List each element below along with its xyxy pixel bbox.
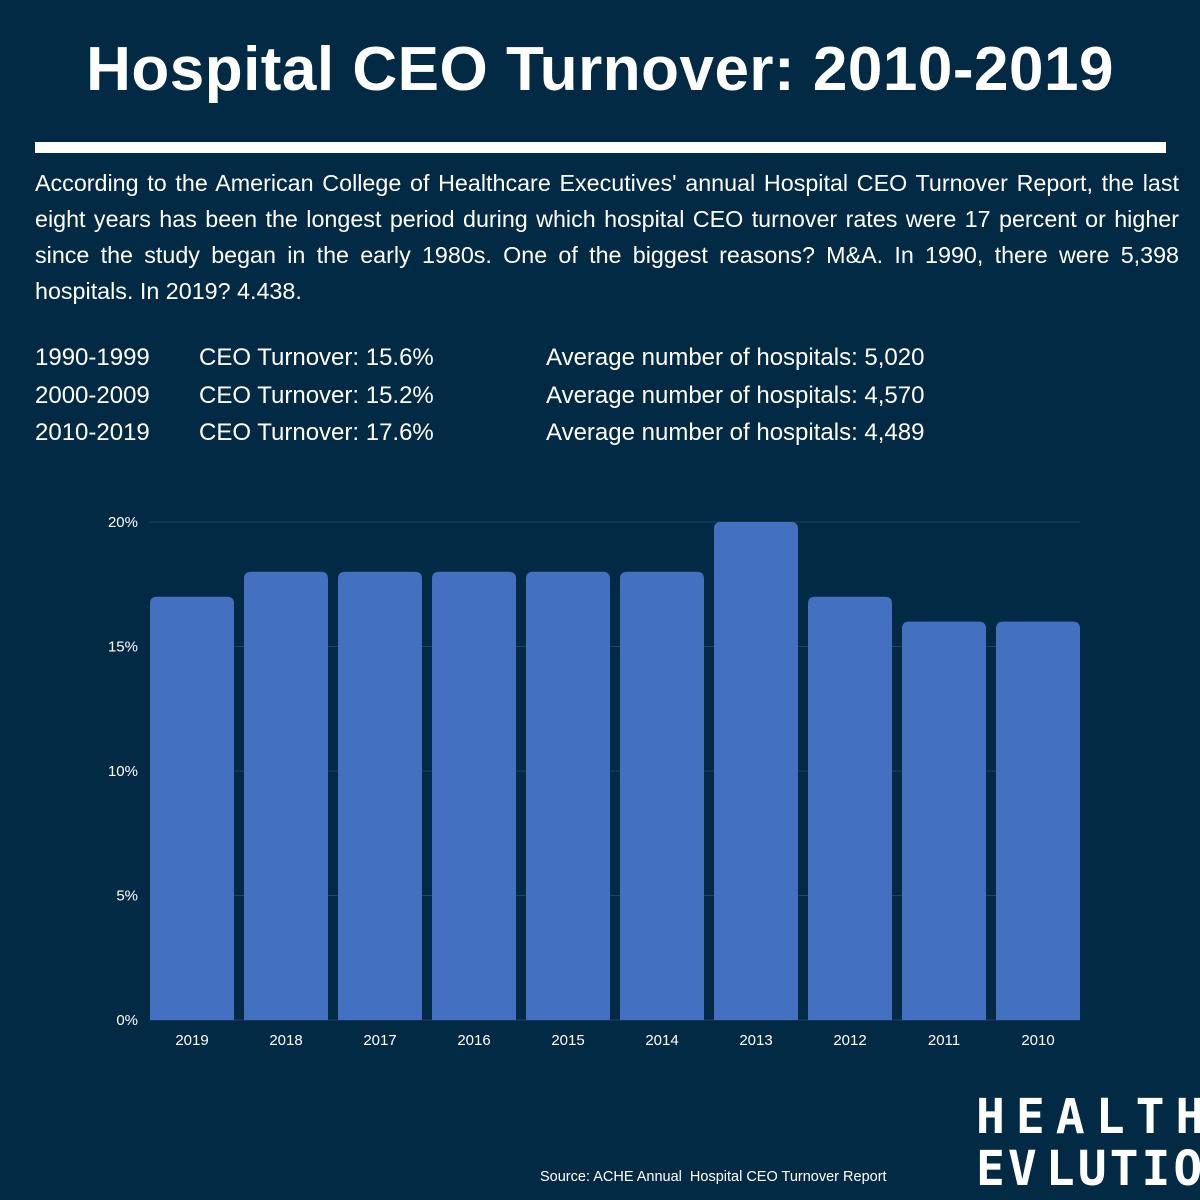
bar-2019 (150, 596, 234, 1020)
intro-paragraph: According to the American College of Hea… (35, 170, 1179, 304)
stat-hospitals: Average number of hospitals: 5,020 (546, 344, 925, 371)
health-evolution-logo: HEALTH EV LUTION (976, 1088, 1200, 1198)
x-tick-label: 2017 (363, 1032, 396, 1049)
chart-x-axis: 2019 2018 2017 2016 2015 2014 2013 2012 2011 2010 (175, 1032, 1054, 1049)
source-note: Source: ACHE Annual Hospital CEO Turnove… (540, 1169, 887, 1185)
y-tick-label: 20% (108, 514, 138, 531)
x-tick-label: 2014 (645, 1032, 678, 1049)
stat-row-1990s: 1990-1999 CEO Turnover: 15.6% Average nu… (35, 339, 1135, 377)
page-title: Hospital CEO Turnover: 2010-2019 (86, 35, 1114, 104)
logo-line-2-right: LUTION (1045, 1141, 1200, 1197)
stat-hospitals: Average number of hospitals: 4,489 (546, 419, 925, 446)
x-tick-label: 2019 (175, 1032, 208, 1049)
x-tick-label: 2011 (928, 1032, 960, 1049)
stat-row-2000s: 2000-2009 CEO Turnover: 15.2% Average nu… (35, 377, 1135, 415)
bar-2016 (432, 571, 516, 1020)
x-tick-label: 2010 (1021, 1032, 1054, 1049)
stat-period: 2000-2009 (35, 381, 150, 409)
turnover-bar-chart: 0%5%10%15%20% 2019 2018 2017 2016 2015 2014 20… (108, 514, 1080, 1049)
bar-2014 (620, 571, 704, 1020)
chart-y-axis: 0% 5% 10% 15% 20% (108, 514, 138, 1029)
stat-turnover: CEO Turnover: 17.6% (199, 419, 434, 446)
stat-turnover: CEO Turnover: 15.6% (199, 344, 434, 371)
logo-line-1: HEALTH (976, 1089, 1200, 1145)
y-tick-label: 5% (116, 888, 138, 905)
bar-2012 (808, 596, 892, 1020)
bar-2015 (526, 571, 610, 1020)
y-tick-label: 10% (108, 763, 138, 780)
bar-2013 (714, 522, 798, 1020)
bar-2011 (902, 621, 986, 1020)
stat-row-2010s: 2010-2019 CEO Turnover: 17.6% Average nu… (35, 414, 1135, 452)
x-tick-label: 2018 (269, 1032, 302, 1049)
x-tick-label: 2016 (457, 1032, 490, 1049)
x-tick-label: 2015 (551, 1032, 584, 1049)
y-tick-label: 15% (108, 639, 138, 656)
y-tick-label: 0% (116, 1012, 138, 1029)
x-tick-label: 2012 (833, 1032, 866, 1049)
x-tick-label: 2013 (739, 1032, 772, 1049)
logo-line-2: EV LUTION (976, 1141, 1200, 1197)
bar-2010 (996, 621, 1080, 1020)
bar-2017 (338, 571, 422, 1020)
logo-line-2-left: EV (976, 1141, 1040, 1197)
stat-period: 1990-1999 (35, 344, 150, 371)
stat-turnover: CEO Turnover: 15.2% (199, 381, 434, 409)
bar-2018 (244, 571, 328, 1020)
stat-hospitals: Average number of hospitals: 4,570 (546, 381, 925, 409)
decade-stats: 1990-1999 CEO Turnover: 15.6% Average nu… (35, 339, 1135, 452)
title-divider (35, 142, 1166, 153)
chart-bars (150, 522, 1080, 1020)
stat-period: 2010-2019 (35, 419, 150, 446)
